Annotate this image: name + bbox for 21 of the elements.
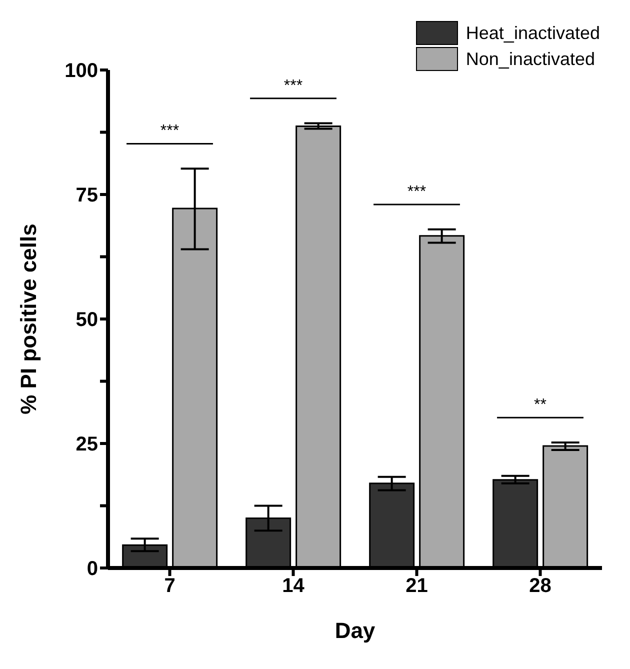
y-tick-label: 100 bbox=[64, 60, 98, 82]
x-tick-label: 7 bbox=[164, 575, 176, 598]
x-tick-label: 14 bbox=[282, 575, 306, 598]
y-tick-label: 50 bbox=[76, 309, 98, 332]
x-axis-title: Day bbox=[334, 618, 376, 643]
annotation: *** bbox=[284, 77, 303, 94]
y-tick-label: 0 bbox=[86, 558, 98, 580]
annotation: *** bbox=[407, 183, 426, 200]
significance-bracket: *** bbox=[126, 122, 213, 144]
legend-label: Heat_inactivated bbox=[466, 22, 600, 44]
significance-bracket: *** bbox=[374, 183, 460, 206]
significance-bracket: ** bbox=[497, 396, 584, 418]
x-tick-label: 21 bbox=[406, 575, 428, 598]
x-tick-label: 28 bbox=[529, 575, 552, 598]
legend-label: Non_inactivated bbox=[466, 48, 595, 70]
y-tick-label: 75 bbox=[76, 184, 98, 207]
y-axis-title: % PI positive cells bbox=[16, 224, 41, 414]
annotation: ** bbox=[534, 396, 546, 414]
y-tick-label: 25 bbox=[76, 434, 98, 456]
significance-bracket: *** bbox=[250, 77, 336, 100]
annotation: *** bbox=[160, 122, 180, 140]
